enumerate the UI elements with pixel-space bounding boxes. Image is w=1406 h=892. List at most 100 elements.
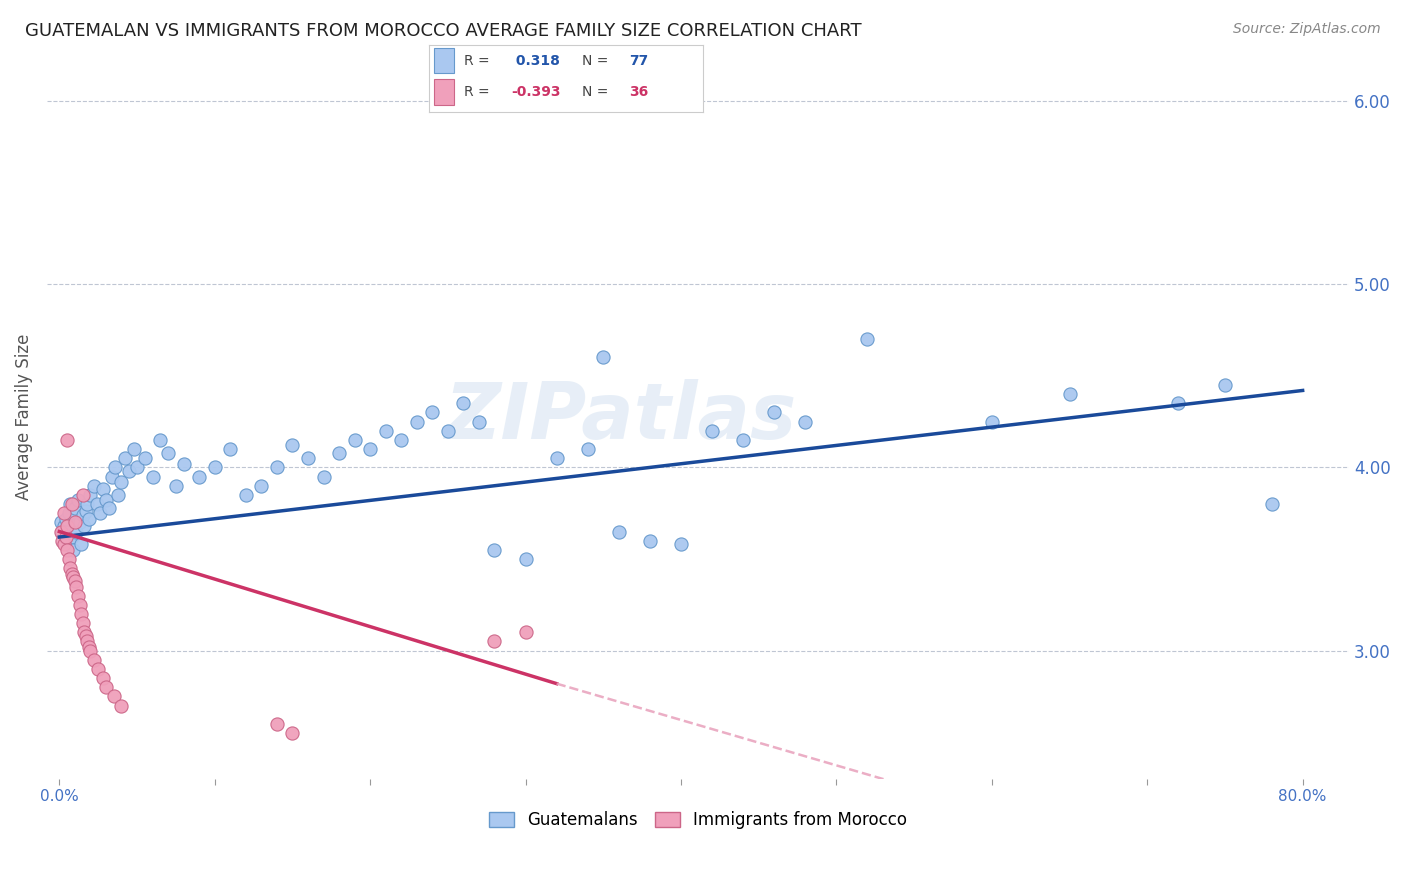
Point: [420, 405, 443, 419]
Point: [142, 469, 165, 483]
Point: [73, 519, 96, 533]
Point: [297, 451, 319, 466]
Point: [49, 516, 72, 530]
Point: [219, 442, 242, 456]
Point: [134, 451, 156, 466]
Point: [1059, 387, 1081, 401]
Point: [250, 479, 273, 493]
Point: [669, 537, 692, 551]
Point: [733, 433, 755, 447]
Text: GUATEMALAN VS IMMIGRANTS FROM MOROCCO AVERAGE FAMILY SIZE CORRELATION CHART: GUATEMALAN VS IMMIGRANTS FROM MOROCCO AV…: [25, 22, 862, 40]
Bar: [434, 79, 454, 104]
Point: [405, 415, 427, 429]
Point: [700, 424, 723, 438]
Point: [63, 516, 86, 530]
Point: [484, 542, 506, 557]
Point: [69, 598, 91, 612]
Point: [468, 415, 491, 429]
Point: [62, 542, 84, 557]
Point: [72, 488, 94, 502]
Point: [1167, 396, 1189, 410]
Point: [980, 415, 1002, 429]
Point: [79, 488, 101, 502]
Point: [374, 424, 396, 438]
Point: [76, 634, 98, 648]
Point: [437, 424, 460, 438]
Text: -0.393: -0.393: [512, 85, 561, 99]
Point: [173, 457, 195, 471]
Point: [204, 460, 226, 475]
Point: [515, 625, 537, 640]
Point: [266, 717, 288, 731]
Text: N =: N =: [582, 85, 609, 99]
Point: [51, 533, 73, 548]
Point: [83, 653, 105, 667]
Point: [55, 512, 77, 526]
Point: [149, 433, 172, 447]
Point: [125, 460, 148, 475]
Point: [60, 497, 83, 511]
Point: [763, 405, 786, 419]
Point: [87, 662, 110, 676]
Point: [53, 506, 76, 520]
Point: [62, 570, 84, 584]
Text: 77: 77: [628, 54, 648, 68]
Point: [72, 616, 94, 631]
Point: [58, 506, 80, 520]
Point: [453, 396, 475, 410]
Text: Source: ZipAtlas.com: Source: ZipAtlas.com: [1233, 22, 1381, 37]
Point: [235, 488, 257, 502]
Point: [188, 469, 211, 483]
Point: [107, 488, 129, 502]
Point: [281, 726, 304, 740]
Point: [343, 433, 366, 447]
Point: [1260, 497, 1282, 511]
Text: R =: R =: [464, 85, 491, 99]
Point: [55, 530, 77, 544]
Point: [98, 500, 121, 515]
Point: [389, 433, 412, 447]
Point: [312, 469, 335, 483]
Point: [63, 500, 86, 515]
Point: [94, 681, 117, 695]
Point: [281, 438, 304, 452]
Point: [359, 442, 381, 456]
Point: [165, 479, 187, 493]
Point: [76, 497, 98, 511]
Point: [53, 537, 76, 551]
Text: 0.318: 0.318: [512, 54, 560, 68]
Text: R =: R =: [464, 54, 491, 68]
Point: [59, 497, 82, 511]
Point: [91, 483, 114, 497]
Point: [638, 533, 661, 548]
Point: [484, 634, 506, 648]
Point: [794, 415, 817, 429]
Point: [157, 446, 180, 460]
Point: [79, 643, 101, 657]
Point: [592, 351, 614, 365]
Point: [122, 442, 145, 456]
Point: [65, 524, 87, 539]
Point: [77, 512, 100, 526]
Point: [69, 516, 91, 530]
Point: [546, 451, 568, 466]
Point: [60, 530, 83, 544]
Point: [576, 442, 599, 456]
Point: [110, 475, 132, 489]
Point: [72, 508, 94, 522]
Point: [75, 504, 97, 518]
Point: [56, 533, 79, 548]
Point: [266, 460, 288, 475]
Point: [83, 479, 105, 493]
Point: [104, 460, 127, 475]
Point: [56, 519, 79, 533]
Point: [70, 607, 93, 621]
Point: [73, 625, 96, 640]
Point: [103, 690, 125, 704]
Point: [51, 524, 73, 539]
Point: [58, 552, 80, 566]
Text: ZIPatlas: ZIPatlas: [444, 379, 796, 455]
Point: [86, 497, 108, 511]
Point: [60, 566, 83, 581]
Point: [1213, 378, 1236, 392]
